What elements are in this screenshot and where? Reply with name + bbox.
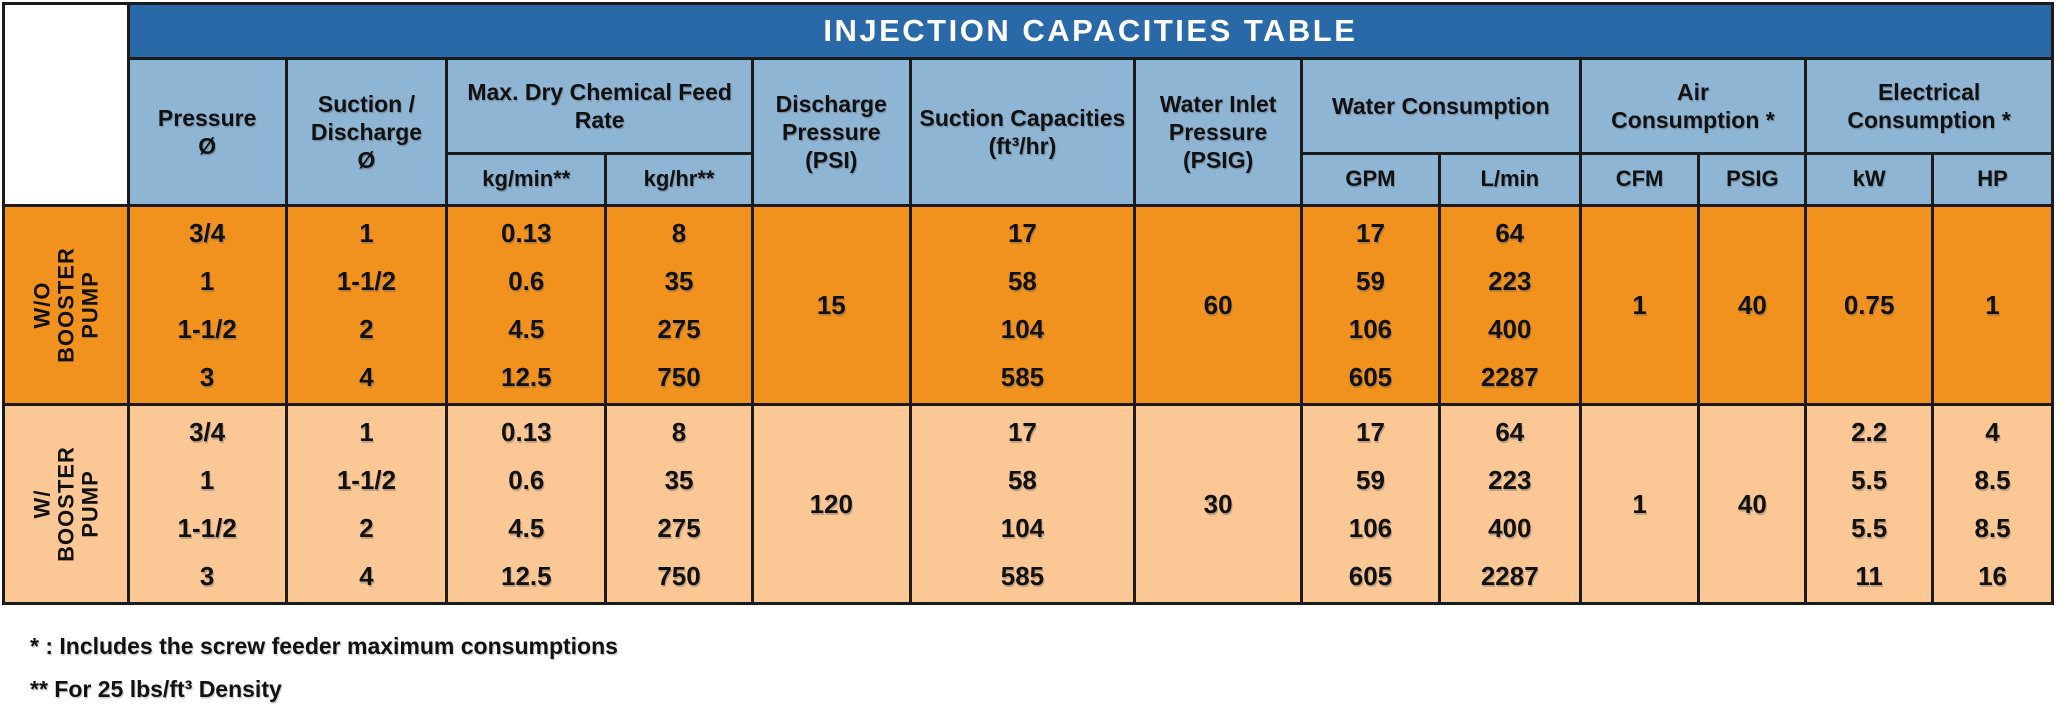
cell-w-hp: 4 8.5 8.5 16 [1931, 403, 2054, 605]
cell-w-kw: 2.2 5.5 5.5 11 [1804, 403, 1935, 605]
cell-wo-suction-capacities: 17 58 104 585 [908, 204, 1137, 406]
cell-wo-kw: 0.75 [1804, 204, 1935, 406]
cell-w-suction-discharge: 1 1-1/2 2 4 [284, 403, 449, 605]
header-suction-capacities: Suction Capacities (ft³/hr) [908, 57, 1137, 207]
table-title: INJECTION CAPACITIES TABLE [126, 2, 2055, 60]
header-electrical-consumption: Electrical Consumption * [1804, 57, 2054, 155]
header-suction-discharge: Suction / Discharge Ø [284, 57, 449, 207]
cell-w-cfm: 1 [1578, 403, 1701, 605]
cell-w-kg-min: 0.13 0.6 4.5 12.5 [445, 403, 608, 605]
header-discharge-pressure: Discharge Pressure (PSI) [750, 57, 912, 207]
cell-w-water-inlet: 30 [1133, 403, 1303, 605]
injection-capacities-table: INJECTION CAPACITIES TABLE Pressure Ø Su… [2, 2, 2055, 605]
table-row: W/ BOOSTER PUMP 3/4 1 1-1/2 3 1 1-1/2 2 … [2, 403, 2054, 605]
footnotes: * : Includes the screw feeder maximum co… [30, 625, 2069, 710]
cell-wo-kg-min: 0.13 0.6 4.5 12.5 [445, 204, 608, 406]
blank-corner [2, 2, 130, 207]
header-water-consumption: Water Consumption [1300, 57, 1582, 155]
cell-w-l-min: 64 223 400 2287 [1437, 403, 1582, 605]
footnote-density: ** For 25 lbs/ft³ Density [30, 675, 282, 702]
header-feed-rate: Max. Dry Chemical Feed Rate [445, 57, 754, 155]
cell-w-gpm: 17 59 106 605 [1300, 403, 1441, 605]
header-l-min: L/min [1437, 152, 1582, 207]
header-kg-hr: kg/hr** [604, 152, 754, 207]
row-group-wo-booster-pump: W/O BOOSTER PUMP [2, 204, 130, 406]
cell-w-psig: 40 [1697, 403, 1808, 605]
header-air-consumption: Air Consumption * [1578, 57, 1808, 155]
header-psig: PSIG [1697, 152, 1808, 207]
cell-w-pressure: 3/4 1 1-1/2 3 [126, 403, 288, 605]
table-row: W/O BOOSTER PUMP 3/4 1 1-1/2 3 1 1-1/2 2… [2, 204, 2054, 406]
cell-wo-cfm: 1 [1578, 204, 1701, 406]
header-cfm: CFM [1578, 152, 1701, 207]
cell-wo-kg-hr: 8 35 275 750 [604, 204, 754, 406]
header-pressure: Pressure Ø [126, 57, 288, 207]
cell-wo-l-min: 64 223 400 2287 [1437, 204, 1582, 406]
footnote-screw-feeder: * : Includes the screw feeder maximum co… [30, 633, 618, 659]
cell-wo-water-inlet: 60 [1133, 204, 1303, 406]
header-gpm: GPM [1300, 152, 1441, 207]
cell-wo-pressure: 3/4 1 1-1/2 3 [126, 204, 288, 406]
header-hp: HP [1931, 152, 2054, 207]
cell-w-discharge-pressure: 120 [750, 403, 912, 605]
cell-wo-hp: 1 [1931, 204, 2054, 406]
row-group-label: W/O BOOSTER PUMP [29, 247, 102, 363]
cell-wo-psig: 40 [1697, 204, 1808, 406]
cell-w-kg-hr: 8 35 275 750 [604, 403, 754, 605]
header-kg-min: kg/min** [445, 152, 608, 207]
header-water-inlet-pressure: Water Inlet Pressure (PSIG) [1133, 57, 1303, 207]
cell-wo-gpm: 17 59 106 605 [1300, 204, 1441, 406]
cell-wo-discharge-pressure: 15 [750, 204, 912, 406]
header-kw: kW [1804, 152, 1935, 207]
row-group-label: W/ BOOSTER PUMP [29, 446, 102, 562]
row-group-w-booster-pump: W/ BOOSTER PUMP [2, 403, 130, 605]
cell-wo-suction-discharge: 1 1-1/2 2 4 [284, 204, 449, 406]
cell-w-suction-capacities: 17 58 104 585 [908, 403, 1137, 605]
